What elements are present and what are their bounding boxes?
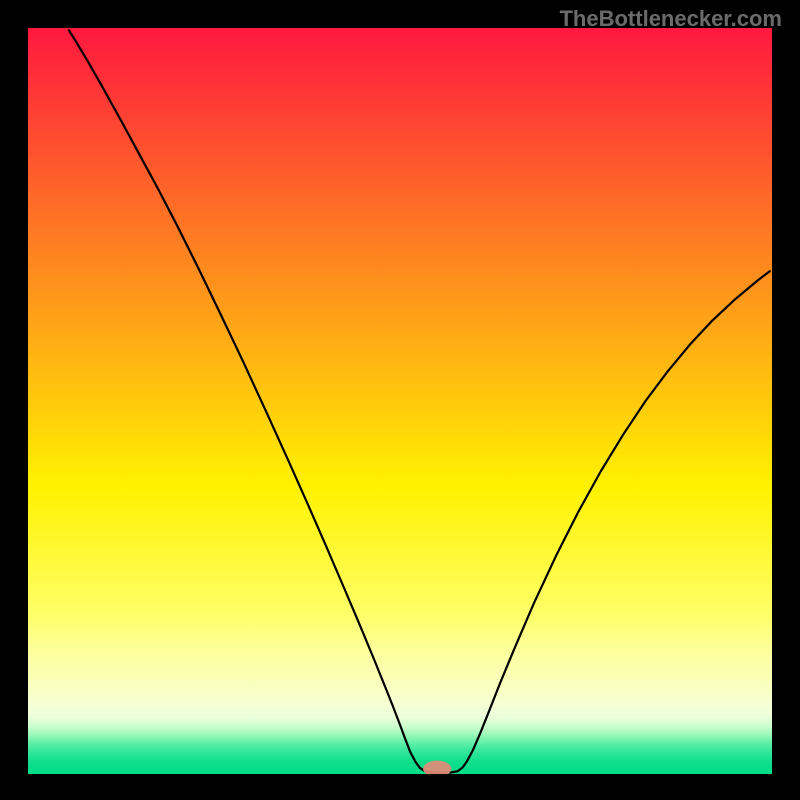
watermark-text: TheBottlenecker.com — [559, 6, 782, 32]
chart-stage: TheBottlenecker.com — [0, 0, 800, 800]
bottleneck-chart — [0, 0, 800, 800]
gradient-background — [28, 28, 772, 774]
optimal-point-marker — [423, 761, 451, 777]
